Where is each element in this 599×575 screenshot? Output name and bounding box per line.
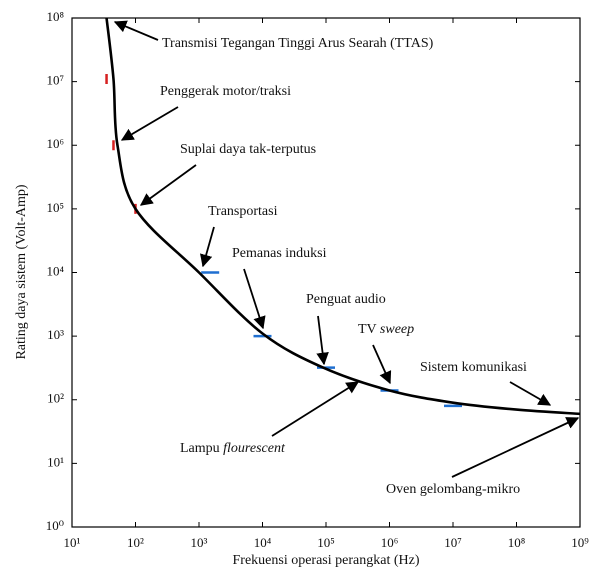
annotation: Oven gelombang-mikro: [386, 482, 520, 497]
y-tick-label: 10²: [47, 391, 64, 406]
annotation-arrow: [509, 381, 552, 406]
annotation-arrow: [113, 20, 159, 41]
y-tick-label: 10⁸: [46, 9, 64, 24]
x-tick-label: 10¹: [64, 535, 81, 550]
annotation: Sistem komunikasi: [420, 360, 527, 375]
y-tick-label: 10⁷: [46, 73, 64, 88]
y-tick-label: 10³: [47, 327, 64, 342]
annotation: Penggerak motor/traksi: [160, 84, 291, 99]
annotation-italic: flourescent: [223, 441, 286, 456]
annotation-text: Transportasi: [208, 204, 278, 219]
x-tick-label: 10²: [127, 535, 144, 550]
x-tick-label: 10⁸: [508, 535, 526, 550]
x-axis-title: Frekuensi operasi perangkat (Hz): [233, 553, 420, 568]
curve: [105, 17, 581, 416]
annotation-arrow: [120, 106, 179, 141]
annotation-text: Penggerak motor/traksi: [160, 84, 291, 99]
annotation-arrow: [243, 268, 266, 330]
annotation: Suplai daya tak-terputus: [180, 142, 316, 157]
annotation: Transportasi: [208, 204, 278, 219]
annotation-arrow: [200, 226, 215, 268]
annotation-text: Pemanas induksi: [232, 246, 327, 261]
x-tick-label: 10⁷: [444, 535, 462, 550]
x-tick-label: 10⁴: [254, 535, 272, 550]
y-tick-label: 10⁴: [46, 263, 64, 278]
annotation-arrow: [451, 417, 580, 478]
annotation: Lampu flourescent: [180, 441, 286, 456]
y-tick-label: 10⁶: [46, 136, 64, 151]
annotation-italic: sweep: [380, 322, 414, 337]
annotation: TV sweep: [358, 322, 414, 337]
y-tick-label: 10⁰: [46, 518, 64, 533]
annotation-text: TV: [358, 322, 380, 337]
x-tick-label: 10³: [191, 535, 208, 550]
y-tick-label: 10⁵: [46, 200, 64, 215]
annotation: Pemanas induksi: [232, 246, 327, 261]
y-axis-title: Rating daya sistem (Volt-Amp): [14, 184, 29, 359]
annotation-text: Penguat audio: [306, 292, 386, 307]
annotation-arrow: [139, 164, 197, 206]
annotation-arrow: [271, 381, 360, 437]
annotation-arrow: [316, 315, 329, 366]
x-tick-label: 10⁵: [317, 535, 335, 550]
annotation-text: Oven gelombang-mikro: [386, 482, 520, 497]
annotation-text: Suplai daya tak-terputus: [180, 142, 316, 157]
annotation-text: Lampu: [180, 441, 223, 456]
plot-frame: [71, 17, 581, 528]
annotation-arrow: [372, 344, 392, 385]
x-tick-label: 10⁶: [381, 535, 399, 550]
annotation: Transmisi Tegangan Tinggi Arus Searah (T…: [162, 36, 434, 51]
x-tick-label: 10⁹: [571, 535, 589, 550]
annotation-text: Transmisi Tegangan Tinggi Arus Searah (T…: [162, 36, 434, 51]
annotation: Penguat audio: [306, 292, 386, 307]
y-tick-label: 10¹: [47, 454, 64, 469]
annotation-text: Sistem komunikasi: [420, 360, 527, 375]
